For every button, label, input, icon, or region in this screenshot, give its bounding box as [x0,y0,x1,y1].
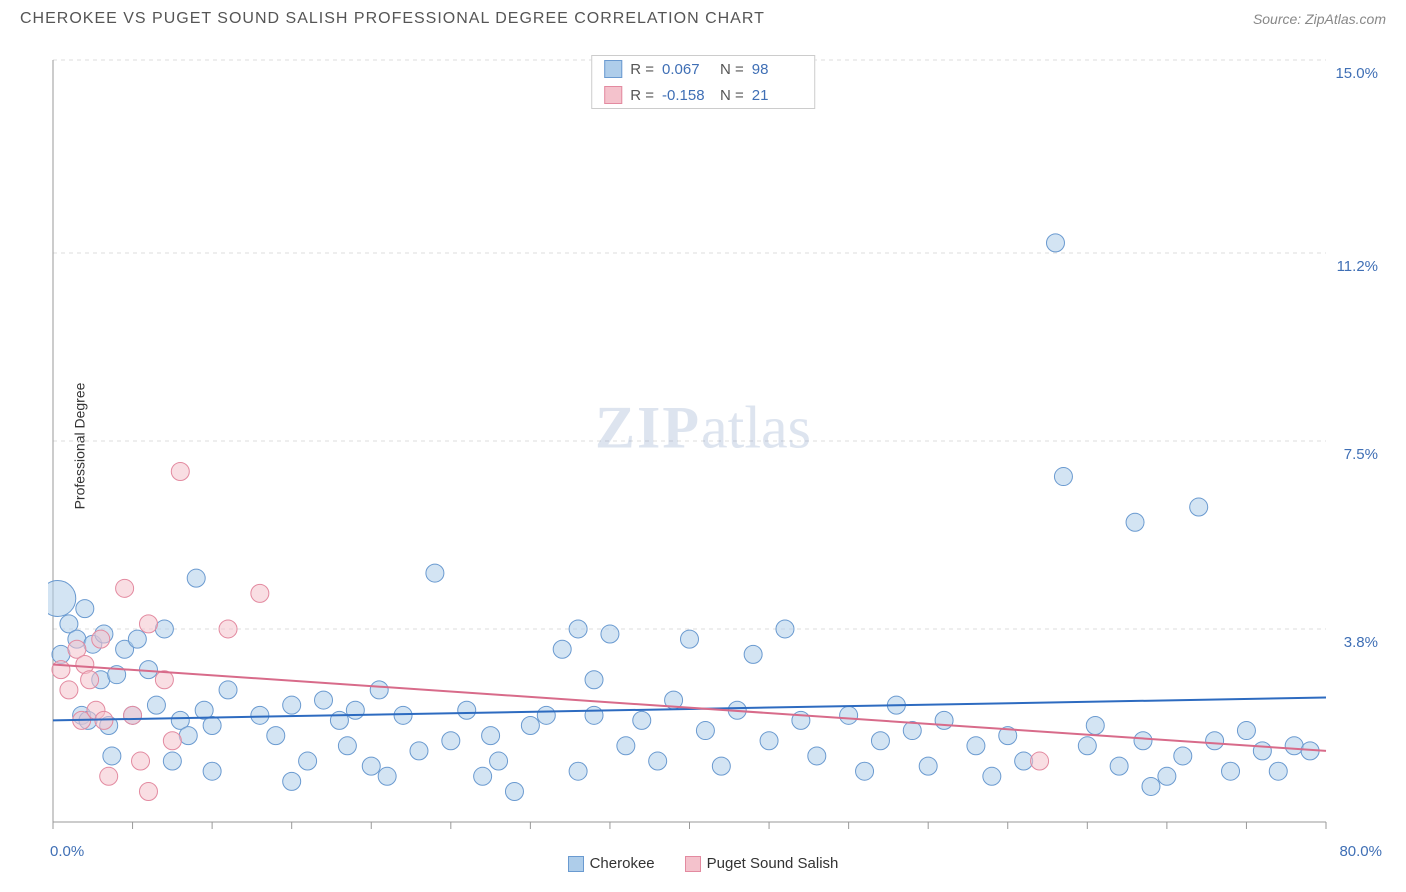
legend-item-2: Puget Sound Salish [685,855,839,872]
svg-text:11.2%: 11.2% [1337,258,1378,275]
svg-text:7.5%: 7.5% [1344,446,1378,463]
source-label: Source: ZipAtlas.com [1253,11,1386,27]
x-max-label: 80.0% [1339,843,1382,860]
swatch-series-2-footer [685,856,701,872]
stats-legend: R = 0.067 N = 98 R = -0.158 N = 21 [591,55,815,109]
swatch-series-2 [604,86,622,104]
svg-text:15.0%: 15.0% [1335,65,1378,82]
swatch-series-1 [604,60,622,78]
swatch-series-1-footer [568,856,584,872]
x-min-label: 0.0% [50,843,84,860]
plot-svg: 3.8% 7.5% 11.2% 15.0% [48,50,1386,837]
legend-item-1: Cherokee [568,855,655,872]
svg-text:3.8%: 3.8% [1344,634,1378,651]
footer-legend: Cherokee Puget Sound Salish [0,855,1406,872]
stats-row-2: R = -0.158 N = 21 [592,82,814,108]
scatter-chart: 3.8% 7.5% 11.2% 15.0% [48,50,1386,837]
chart-title: CHEROKEE VS PUGET SOUND SALISH PROFESSIO… [20,10,765,28]
stats-row-1: R = 0.067 N = 98 [592,56,814,82]
